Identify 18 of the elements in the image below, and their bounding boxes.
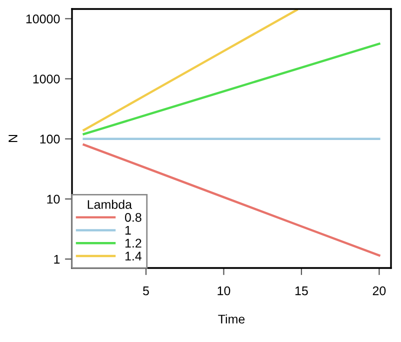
legend-label: 0.8 [124, 212, 142, 222]
legend-label: 1.2 [125, 238, 142, 248]
x-axis-title: Time [218, 314, 245, 324]
legend-title: Lambda [88, 200, 132, 209]
line-series [82, 42, 380, 136]
x-tick-label: 15 [295, 286, 308, 296]
y-tick-label: 10 [47, 194, 60, 204]
y-tick-label: 1000 [33, 74, 60, 84]
x-tick-label: 20 [372, 286, 386, 296]
y-tick-label: 1 [54, 254, 60, 264]
y-tick-label: 10000 [26, 14, 60, 24]
legend-label: 1 [125, 226, 131, 235]
y-axis-title: N [8, 135, 18, 142]
x-tick-label: 10 [218, 286, 230, 296]
legend-label: 1.4 [125, 252, 142, 260]
x-tick-label: 5 [143, 286, 149, 296]
y-tick-label: 100 [40, 134, 60, 144]
line-series [82, 9, 298, 132]
